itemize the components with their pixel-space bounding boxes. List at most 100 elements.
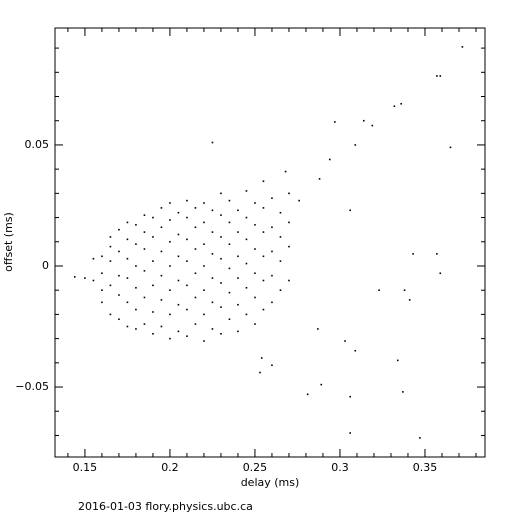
point — [118, 228, 120, 231]
point — [400, 102, 402, 105]
point — [126, 221, 129, 224]
x-tick-label: 0.3 — [331, 461, 349, 474]
point — [143, 270, 146, 272]
point — [194, 323, 197, 325]
point — [271, 301, 273, 304]
point — [262, 180, 265, 183]
x-tick-label: 0.2 — [161, 461, 179, 474]
point — [378, 289, 380, 291]
point — [203, 202, 205, 204]
point — [109, 313, 112, 316]
point — [211, 328, 214, 330]
point — [254, 323, 256, 325]
point — [194, 272, 197, 275]
point — [177, 233, 180, 236]
point — [262, 231, 265, 233]
point — [396, 359, 399, 362]
y-tick-label: 0 — [42, 259, 49, 272]
point — [439, 272, 442, 275]
point — [135, 308, 137, 311]
point — [254, 272, 256, 275]
point — [436, 253, 438, 255]
point — [220, 332, 222, 335]
point — [135, 224, 137, 226]
point — [279, 236, 282, 238]
point — [152, 284, 154, 287]
point — [271, 250, 273, 253]
point — [160, 299, 163, 301]
point — [169, 313, 171, 316]
point — [169, 289, 171, 291]
point — [237, 255, 239, 258]
point — [211, 301, 214, 304]
point — [118, 318, 120, 321]
point — [169, 337, 171, 340]
point — [169, 219, 171, 221]
point — [237, 277, 239, 279]
point — [169, 202, 171, 204]
point — [354, 144, 357, 146]
point — [101, 272, 103, 275]
point — [228, 267, 231, 270]
point — [279, 211, 282, 214]
point — [143, 296, 146, 299]
point — [126, 301, 129, 304]
point — [109, 284, 112, 287]
point — [194, 248, 197, 250]
point — [84, 277, 86, 279]
point — [126, 325, 129, 328]
point — [403, 289, 406, 291]
point — [317, 328, 319, 330]
point — [228, 291, 231, 294]
point — [177, 303, 180, 306]
point — [262, 255, 265, 258]
point — [412, 253, 414, 255]
point — [349, 209, 351, 212]
point — [439, 75, 442, 77]
x-tick-label: 0.15 — [73, 461, 98, 474]
point — [279, 260, 282, 262]
point — [160, 325, 163, 328]
point — [152, 236, 154, 238]
point — [152, 260, 154, 262]
point — [228, 243, 231, 245]
point — [306, 393, 309, 396]
point — [262, 207, 265, 209]
point — [118, 294, 120, 296]
point — [186, 335, 188, 337]
point — [152, 311, 154, 313]
point — [109, 260, 112, 262]
point — [254, 248, 256, 250]
point — [177, 211, 180, 214]
point — [92, 257, 95, 260]
point — [408, 299, 411, 301]
point — [262, 279, 265, 282]
point — [245, 216, 248, 219]
point — [152, 216, 154, 219]
point — [203, 289, 205, 291]
point — [177, 330, 180, 333]
point — [135, 286, 137, 289]
point — [220, 214, 222, 216]
point — [245, 238, 248, 241]
point — [271, 226, 273, 229]
point — [92, 279, 95, 282]
point — [449, 146, 452, 149]
point — [118, 250, 120, 253]
point — [260, 357, 263, 359]
point — [279, 289, 282, 291]
point — [109, 245, 112, 248]
point — [211, 253, 214, 255]
point — [73, 276, 76, 278]
point — [194, 207, 197, 209]
point — [152, 332, 154, 335]
point — [211, 141, 214, 144]
point — [126, 238, 129, 241]
point — [186, 308, 188, 311]
point — [402, 391, 404, 393]
point — [160, 274, 163, 277]
point — [186, 284, 188, 287]
point — [203, 221, 205, 224]
point — [245, 190, 248, 192]
point — [393, 105, 396, 107]
